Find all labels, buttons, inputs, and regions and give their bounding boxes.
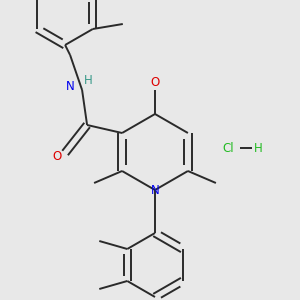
Text: O: O: [150, 76, 160, 88]
Text: N: N: [66, 80, 74, 92]
Text: H: H: [254, 142, 262, 154]
Text: N: N: [151, 184, 159, 196]
Text: Cl: Cl: [222, 142, 234, 154]
Text: H: H: [84, 74, 92, 86]
Text: O: O: [52, 151, 62, 164]
